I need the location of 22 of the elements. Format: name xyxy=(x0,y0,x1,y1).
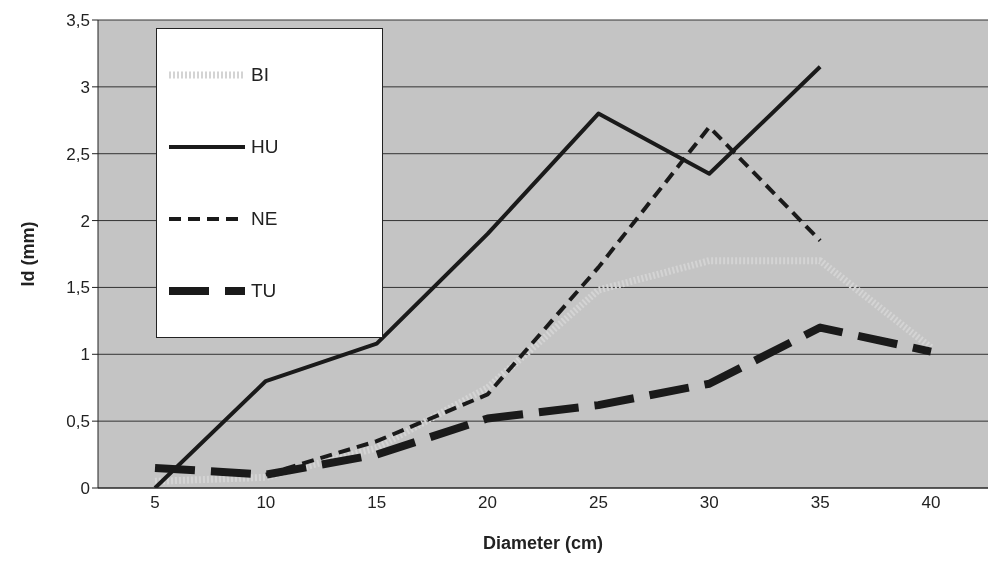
x-tick-label: 15 xyxy=(367,493,387,513)
y-tick-label: 2 xyxy=(80,211,90,231)
x-tick-label: 35 xyxy=(810,493,830,513)
x-tick-label: 30 xyxy=(699,493,719,513)
y-tick-label: 1 xyxy=(80,345,90,365)
x-axis-title: Diameter (cm) xyxy=(482,532,604,553)
x-tick-label: 25 xyxy=(588,493,608,513)
y-tick-label: 0 xyxy=(80,479,90,499)
legend-label: NE xyxy=(251,208,278,230)
x-tick-label: 5 xyxy=(150,493,160,513)
y-axis-title: Id (mm) xyxy=(18,221,39,287)
x-tick-label: 10 xyxy=(256,493,276,513)
y-tick-label: 2,5 xyxy=(66,144,90,164)
y-tick-label: 3,5 xyxy=(66,11,90,31)
legend-label: BI xyxy=(251,64,269,86)
legend-label: TU xyxy=(251,280,277,302)
y-tick-label: 0,5 xyxy=(66,412,90,432)
y-tick-label: 3 xyxy=(80,77,90,97)
x-tick-label: 40 xyxy=(921,493,941,513)
x-tick-label: 20 xyxy=(478,493,498,513)
legend-label: HU xyxy=(251,136,279,158)
y-tick-label: 1,5 xyxy=(66,278,90,298)
